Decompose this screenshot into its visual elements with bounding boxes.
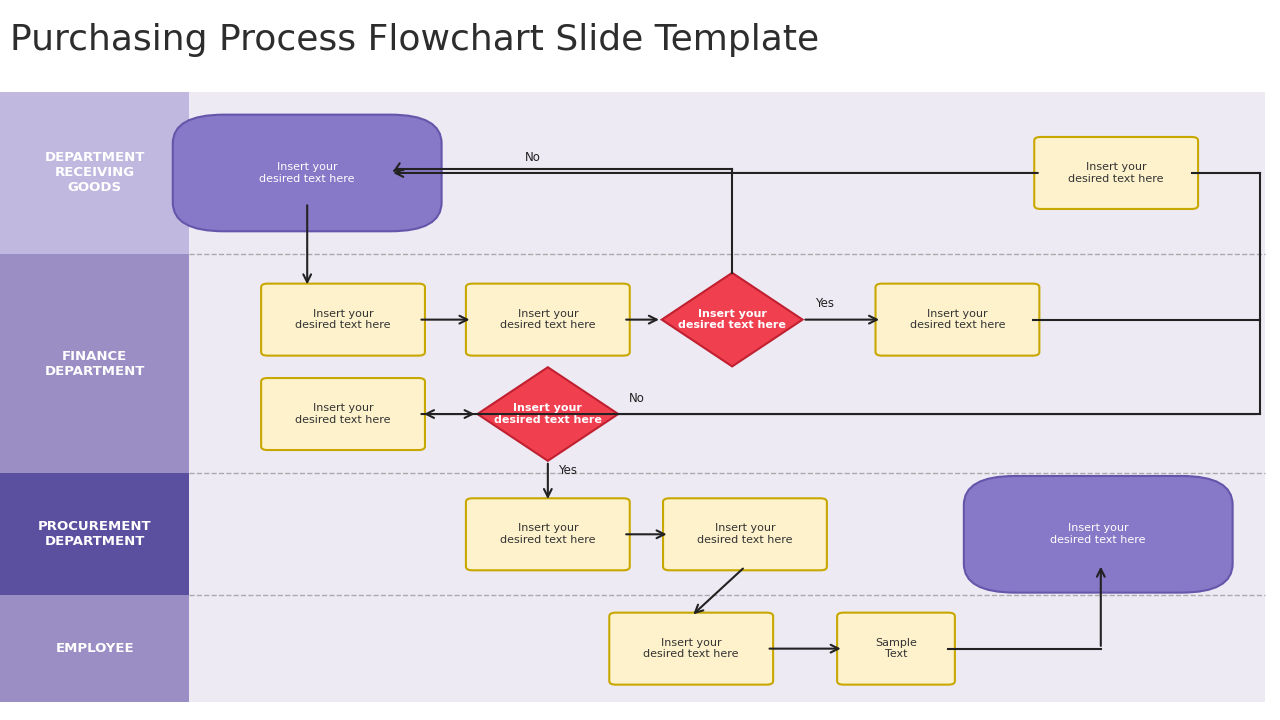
Text: No: No (628, 392, 644, 405)
Text: Insert your
desired text here: Insert your desired text here (698, 523, 792, 545)
Text: PROCUREMENT
DEPARTMENT: PROCUREMENT DEPARTMENT (38, 521, 151, 549)
Text: Yes: Yes (558, 464, 577, 477)
FancyBboxPatch shape (261, 284, 425, 356)
Text: Insert your
desired text here: Insert your desired text here (910, 309, 1005, 330)
Text: Insert your
desired text here: Insert your desired text here (296, 309, 390, 330)
Text: Insert your
desired text here: Insert your desired text here (296, 403, 390, 425)
FancyBboxPatch shape (173, 114, 442, 231)
FancyBboxPatch shape (261, 378, 425, 450)
FancyBboxPatch shape (1034, 137, 1198, 209)
Bar (0, 253, 189, 473)
Bar (0, 92, 189, 253)
Text: No: No (525, 150, 540, 163)
FancyBboxPatch shape (663, 498, 827, 570)
Text: Sample
Text: Sample Text (876, 638, 916, 660)
Text: Insert your
desired text here: Insert your desired text here (260, 162, 355, 184)
Text: Insert your
desired text here: Insert your desired text here (1069, 162, 1164, 184)
Text: DEPARTMENT
RECEIVING
GOODS: DEPARTMENT RECEIVING GOODS (45, 151, 145, 194)
Text: EMPLOYEE: EMPLOYEE (55, 642, 134, 655)
Text: Yes: Yes (815, 297, 835, 310)
Bar (0, 595, 189, 702)
FancyBboxPatch shape (609, 613, 773, 685)
Polygon shape (662, 273, 803, 366)
Text: Insert your
desired text here: Insert your desired text here (644, 638, 739, 660)
FancyBboxPatch shape (837, 613, 955, 685)
Polygon shape (477, 367, 618, 461)
Bar (189, 92, 1265, 702)
Text: Insert your
desired text here: Insert your desired text here (494, 403, 602, 425)
Text: Insert your
desired text here: Insert your desired text here (678, 309, 786, 330)
FancyBboxPatch shape (466, 284, 630, 356)
Text: Insert your
desired text here: Insert your desired text here (1051, 523, 1146, 545)
FancyBboxPatch shape (466, 498, 630, 570)
FancyBboxPatch shape (876, 284, 1039, 356)
Text: FINANCE
DEPARTMENT: FINANCE DEPARTMENT (45, 349, 145, 377)
Text: Insert your
desired text here: Insert your desired text here (500, 309, 595, 330)
FancyBboxPatch shape (964, 476, 1233, 593)
Bar (0, 473, 189, 595)
Text: Purchasing Process Flowchart Slide Template: Purchasing Process Flowchart Slide Templ… (10, 23, 819, 57)
Text: Insert your
desired text here: Insert your desired text here (500, 523, 595, 545)
